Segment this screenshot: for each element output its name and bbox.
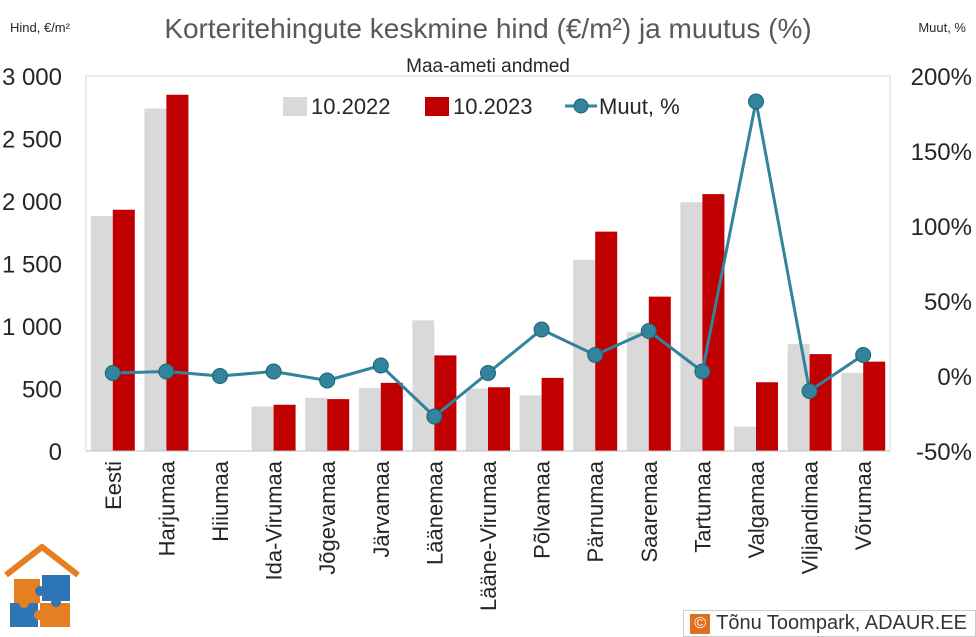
x-tick-label: Jõgevamaa: [315, 460, 340, 575]
change-point: [158, 363, 175, 380]
legend-label-2023: 10.2023: [453, 94, 533, 119]
y-right-tick-label: 150%: [911, 139, 972, 166]
bar-102022: [626, 332, 649, 451]
bar-102023: [166, 94, 189, 451]
copyright-icon: ©: [690, 613, 711, 634]
plot-area: 0 500 1 000 1 500 2 000 2 500 3 000 -50% 0% 50% 10…: [2, 64, 972, 611]
change-point: [694, 363, 711, 380]
y-right-tick-label: 50%: [924, 289, 972, 316]
y-left-tick-label: 1 000: [2, 314, 62, 341]
bar-102023: [434, 355, 457, 451]
logo-house-puzzle-icon: [4, 544, 80, 627]
x-tick-label: Võrumaa: [851, 460, 876, 550]
change-point: [480, 365, 496, 381]
legend-swatch-2022: [283, 97, 307, 116]
change-point: [319, 372, 336, 389]
x-tick-label: Viljandimaa: [798, 460, 823, 574]
y-left-tick-label: 500: [22, 377, 62, 404]
legend: 10.2022 10.2023 Muut, %: [283, 94, 680, 119]
bar-102023: [541, 377, 564, 451]
legend-label-change: Muut, %: [599, 94, 680, 119]
bar-102023: [595, 231, 618, 451]
change-point: [104, 365, 121, 381]
bar-102022: [144, 108, 167, 451]
change-point: [640, 323, 657, 339]
x-tick-label: Lääne-Virumaa: [476, 460, 501, 611]
change-point: [212, 368, 228, 384]
x-tick-label: Harjumaa: [154, 460, 179, 556]
x-tick-label: Läänemaa: [422, 460, 447, 565]
x-tick-label: Eesti: [101, 461, 126, 510]
y-right-tick-label: 200%: [911, 64, 972, 91]
chart-title: Korteritehingute keskmine hind (€/m²) ja…: [164, 13, 811, 44]
bar-102022: [358, 387, 381, 451]
right-axis-label: Muut, %: [918, 20, 966, 35]
bar-102022: [519, 395, 542, 451]
legend-marker-change: [573, 98, 589, 114]
bar-102023: [809, 354, 832, 451]
y-left-tick-label: 3 000: [2, 64, 62, 91]
bar-102022: [466, 388, 488, 451]
x-tick-label: Põlvamaa: [530, 460, 555, 559]
bar-102023: [380, 382, 403, 451]
chart-subtitle: Maa-ameti andmed: [406, 56, 570, 77]
bar-102023: [488, 387, 510, 451]
bar-102022: [680, 202, 703, 451]
y-left-tick-label: 2 500: [2, 127, 62, 154]
x-tick-label: Tartumaa: [690, 460, 715, 552]
change-point: [426, 408, 443, 425]
change-point: [265, 363, 282, 380]
x-tick-label: Hiiumaa: [208, 460, 233, 541]
copyright-credit: © Tõnu Toompark, ADAUR.EE: [683, 610, 976, 637]
bar-102022: [841, 372, 864, 451]
bar-102022: [251, 406, 274, 451]
bar-102023: [112, 209, 135, 451]
bar-102023: [648, 296, 671, 451]
bar-102023: [863, 361, 886, 451]
legend-swatch-2023: [425, 97, 449, 116]
bar-102023: [756, 382, 778, 451]
x-tick-label: Saaremaa: [637, 460, 662, 562]
y-right-tick-label: -50%: [916, 439, 972, 466]
change-point: [533, 321, 550, 338]
bar-102023: [273, 404, 296, 451]
bar-102022: [787, 344, 810, 451]
legend-label-2022: 10.2022: [311, 94, 391, 119]
y-left-tick-label: 0: [49, 439, 62, 466]
x-tick-label: Ida-Virumaa: [262, 460, 287, 580]
credit-text: Tõnu Toompark, ADAUR.EE: [716, 612, 967, 634]
x-tick-label: Pärnumaa: [583, 460, 608, 562]
y-right-tick-label: 0%: [937, 364, 972, 391]
y-left-tick-label: 1 500: [2, 252, 62, 279]
bar-102022: [412, 320, 435, 451]
bar-102022: [90, 216, 113, 451]
x-tick-label: Järvamaa: [369, 460, 394, 557]
change-point: [372, 357, 389, 374]
change-point: [587, 347, 604, 363]
left-axis-label: Hind, €/m²: [10, 20, 71, 35]
y-right-tick-label: 100%: [911, 214, 972, 241]
change-point: [748, 93, 764, 110]
bar-102023: [327, 399, 350, 451]
change-point: [801, 383, 818, 399]
bar-102022: [305, 397, 328, 451]
change-point: [855, 347, 872, 363]
bar-102022: [573, 259, 596, 451]
y-left-tick-label: 2 000: [2, 189, 62, 216]
x-tick-label: Valgamaa: [744, 460, 769, 558]
bar-102022: [734, 426, 756, 451]
